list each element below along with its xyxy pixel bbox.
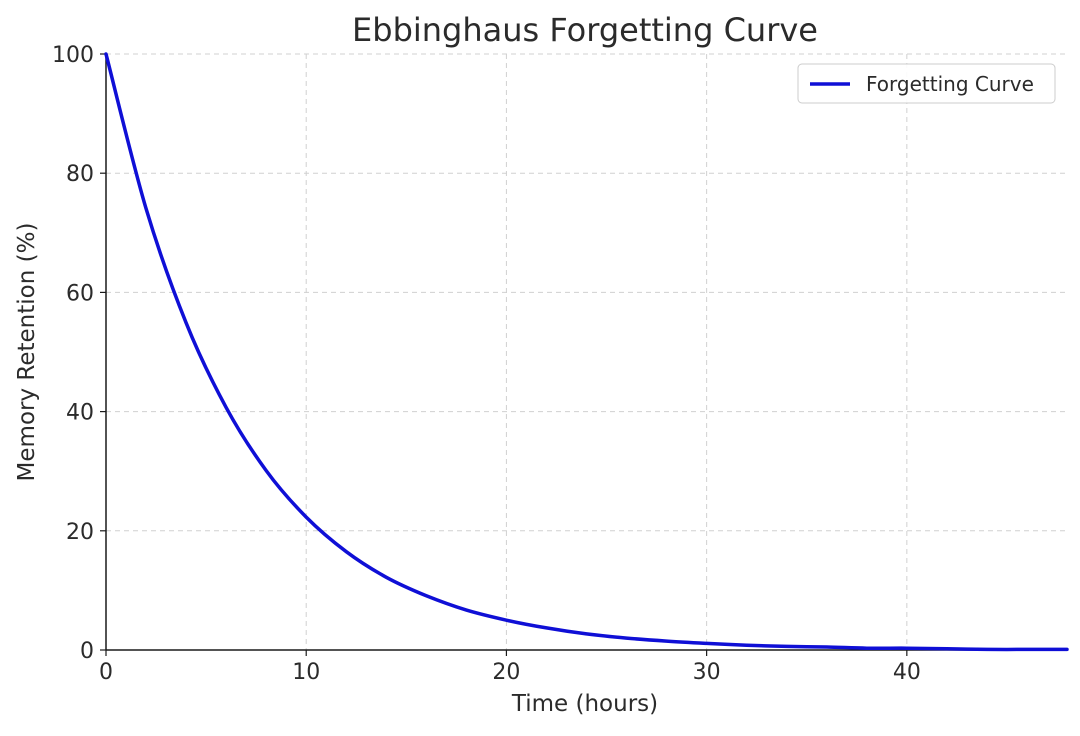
y-tick-label: 100: [52, 43, 94, 68]
legend: Forgetting Curve: [797, 63, 1056, 104]
y-axis-label: Memory Retention (%): [14, 223, 40, 482]
x-tick-label: 10: [292, 660, 320, 685]
grid: [106, 53, 1067, 650]
legend-label: Forgetting Curve: [866, 72, 1034, 96]
legend-box: [797, 63, 1056, 104]
y-tick-label: 80: [66, 162, 94, 187]
axes: 0 10 20 30 40 0 20 40 60 80 100: [52, 43, 1067, 685]
x-tick-label: 40: [893, 660, 921, 685]
y-tick-label: 20: [66, 520, 94, 545]
chart-title: Ebbinghaus Forgetting Curve: [352, 11, 818, 49]
x-tick-label: 20: [492, 660, 520, 685]
x-tick-label: 30: [693, 660, 721, 685]
series-layer: [104, 52, 1069, 652]
series-line: [104, 52, 1069, 652]
y-tick-label: 40: [66, 401, 94, 426]
x-tick-label: 0: [99, 660, 113, 685]
y-tick-label: 60: [66, 281, 94, 306]
y-tick-label: 0: [80, 639, 94, 664]
x-axis-label: Time (hours): [511, 691, 658, 717]
